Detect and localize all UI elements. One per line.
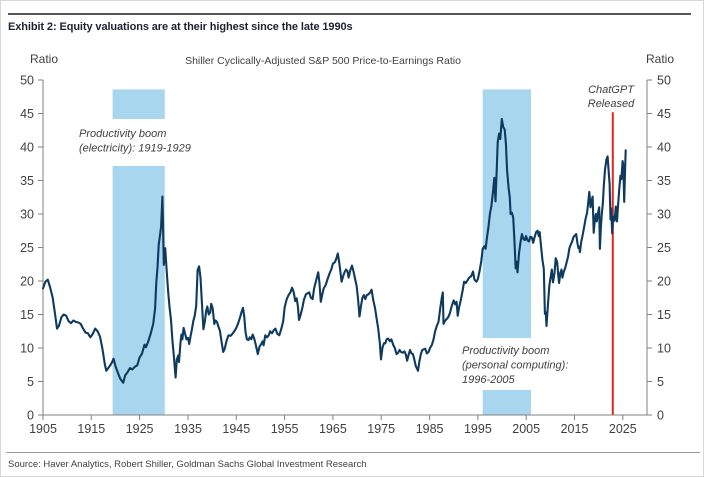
y-tick-label-right: 40 xyxy=(657,141,671,155)
y-tick-label-right: 15 xyxy=(657,308,671,322)
y-tick-label-right: 0 xyxy=(657,409,664,423)
y-tick-label-right: 25 xyxy=(657,241,671,255)
x-tick-label: 2025 xyxy=(609,422,637,436)
productivity-boom-label-1: Productivity boom xyxy=(79,128,166,140)
source-note: Source: Haver Analytics, Robert Shiller,… xyxy=(8,459,367,470)
productivity-boom-label-1: (electricity): 1919-1929 xyxy=(79,143,191,155)
y-tick-label-left: 30 xyxy=(20,208,34,222)
chatgpt-released-label: Released xyxy=(588,98,635,110)
bottom-rule xyxy=(6,452,700,453)
productivity-boom-label-2: 1996-2005 xyxy=(462,374,515,386)
annotation-backdrop xyxy=(457,338,564,390)
x-tick-label: 1935 xyxy=(174,422,202,436)
top-rule xyxy=(8,13,691,15)
y-tick-label-left: 35 xyxy=(20,174,34,188)
x-tick-label: 1985 xyxy=(416,422,444,436)
chart-title: Shiller Cyclically-Adjusted S&P 500 Pric… xyxy=(185,55,461,67)
y-tick-label-right: 5 xyxy=(657,375,664,389)
chatgpt-released-label: ChatGPT xyxy=(588,84,635,96)
y-tick-label-left: 25 xyxy=(20,241,34,255)
ratio-axis-label-right: Ratio xyxy=(646,52,674,66)
y-tick-label-right: 30 xyxy=(657,208,671,222)
x-tick-label: 2005 xyxy=(512,422,540,436)
x-tick-label: 1945 xyxy=(222,422,250,436)
y-tick-label-right: 50 xyxy=(657,74,671,88)
x-tick-label: 1975 xyxy=(367,422,395,436)
x-tick-label: 1965 xyxy=(319,422,347,436)
y-tick-label-right: 45 xyxy=(657,107,671,121)
x-tick-label: 1905 xyxy=(29,422,57,436)
x-tick-label: 1925 xyxy=(126,422,154,436)
x-tick-label: 1995 xyxy=(464,422,492,436)
y-tick-label-left: 20 xyxy=(20,275,34,289)
y-tick-label-right: 10 xyxy=(657,342,671,356)
y-tick-label-left: 15 xyxy=(20,308,34,322)
x-tick-label: 2015 xyxy=(561,422,589,436)
y-tick-label-left: 0 xyxy=(27,409,34,423)
cape-series-line xyxy=(41,117,627,384)
x-tick-label: 1955 xyxy=(271,422,299,436)
exhibit-title: Exhibit 2: Equity valuations are at thei… xyxy=(8,21,353,33)
productivity-boom-label-2: Productivity boom xyxy=(462,345,549,357)
y-tick-label-right: 35 xyxy=(657,174,671,188)
annotation-backdrop xyxy=(73,119,211,166)
y-tick-label-left: 40 xyxy=(20,141,34,155)
productivity-boom-label-2: (personal computing): xyxy=(462,360,568,372)
y-tick-label-left: 5 xyxy=(27,375,34,389)
y-tick-label-right: 20 xyxy=(657,275,671,289)
y-tick-label-left: 50 xyxy=(20,74,34,88)
x-tick-label: 1915 xyxy=(77,422,105,436)
y-tick-label-left: 10 xyxy=(20,342,34,356)
y-tick-label-left: 45 xyxy=(20,107,34,121)
ratio-axis-label-left: Ratio xyxy=(30,52,58,66)
